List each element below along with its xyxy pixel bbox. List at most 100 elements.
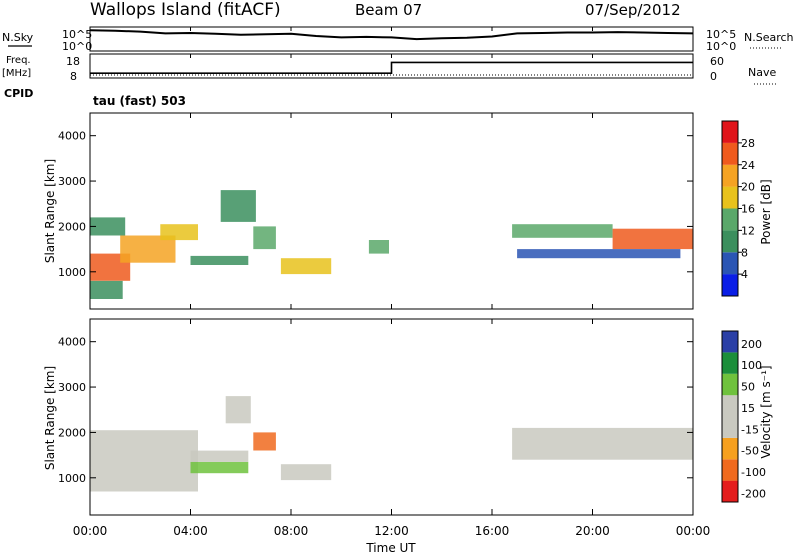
colorbar-tick-label: 50: [741, 381, 755, 394]
colorbar-tick-label: 4: [741, 268, 748, 281]
freq-series-line: [90, 61, 693, 74]
nave-label: Nave: [748, 66, 776, 79]
nsearch-label: N.Search: [744, 31, 794, 44]
beam-label: Beam 07: [355, 1, 422, 19]
y-tick-label: 2000: [58, 220, 86, 233]
x-tick-label: 04:00: [173, 524, 208, 538]
y-tick-label: 3000: [58, 175, 86, 188]
heatmap-region: [512, 224, 613, 238]
colorbar-segment: [722, 352, 738, 374]
power-colorbar-label: Power [dB]: [759, 179, 773, 244]
colorbar-tick-label: -100: [741, 466, 766, 479]
heatmap-region: [280, 464, 332, 481]
colorbar-segment: [722, 142, 738, 165]
y-tick-label: 4000: [58, 130, 86, 143]
x-tick-label: 00:00: [73, 524, 108, 538]
noise-series-line: [89, 29, 694, 41]
x-tick-label: 00:00: [676, 524, 711, 538]
colorbar-tick-label: 24: [741, 159, 755, 172]
heatmap-region: [368, 240, 389, 254]
velocity-colorbar: 200 100 50 15 -15 -50 -100 -200: [721, 330, 766, 503]
colorbar-segment: [722, 164, 738, 187]
freq-tick-low: 8: [70, 70, 77, 83]
cpid-label: CPID: [4, 87, 33, 100]
freq-tick-high: 18: [66, 55, 80, 68]
noise-tick-high-right: 10^5: [706, 28, 736, 41]
colorbar-tick-label: -50: [741, 445, 759, 458]
heatmap-region: [253, 432, 276, 451]
colorbar-segment: [722, 274, 738, 296]
velocity-heatmap-cells: [90, 396, 693, 492]
velocity-x-axis: 00:00 04:00 08:00 12:00 16:00 20:00 00:00: [73, 509, 711, 538]
date-label: 07/Sep/2012: [585, 1, 681, 19]
station-title: Wallops Island (fitACF): [90, 0, 281, 20]
colorbar-segment: [722, 437, 738, 460]
colorbar-tick-label: 8: [741, 246, 748, 259]
y-tick-label: 3000: [58, 381, 86, 394]
heatmap-region: [280, 258, 332, 275]
y-tick-label: 1000: [58, 472, 86, 485]
colorbar-frame: [721, 330, 739, 503]
x-axis-label: Time UT: [365, 541, 416, 554]
heatmap-region: [190, 461, 249, 474]
x-tick-label: 12:00: [374, 524, 409, 538]
heatmap-region: [612, 228, 693, 250]
heatmap-region: [225, 396, 251, 424]
x-tick-label: 16:00: [475, 524, 510, 538]
colorbar-tick-label: -15: [741, 423, 759, 436]
colorbar-segment: [722, 208, 738, 231]
heatmap-region: [253, 226, 276, 250]
heatmap-region: [90, 430, 198, 492]
noise-tick-high-left: 10^5: [62, 28, 92, 41]
colorbar-segment: [722, 395, 738, 417]
colorbar-segment: [722, 252, 738, 275]
power-y-axis: 1000 2000 3000 4000: [58, 130, 693, 279]
heatmap-region: [160, 224, 198, 241]
y-tick-label: 4000: [58, 336, 86, 349]
nave-tick-low: 0: [710, 70, 717, 83]
colorbar-segment: [722, 480, 738, 502]
noise-tick-low-left: 10^0: [62, 40, 92, 53]
power-panel-frame: [89, 112, 694, 310]
y-tick-label: 1000: [58, 266, 86, 279]
velocity-y-axis: 1000 2000 3000 4000: [58, 336, 693, 485]
colorbar-tick-label: 100: [741, 359, 762, 372]
heatmap-region: [220, 190, 256, 222]
velocity-colorbar-label: Velocity [m s⁻¹]: [759, 365, 773, 458]
power-heatmap-cells: [90, 190, 693, 299]
heatmap-region: [190, 255, 249, 265]
velocity-ylabel: Slant Range [km]: [43, 366, 57, 470]
heatmap-region: [512, 427, 693, 460]
y-tick-label: 2000: [58, 426, 86, 439]
heatmap-region: [517, 249, 681, 259]
colorbar-segment: [722, 373, 738, 396]
colorbar-segment: [722, 230, 738, 253]
colorbar-tick-label: 20: [741, 181, 755, 194]
freq-unit-label: [MHz]: [2, 68, 31, 79]
noise-tick-low-right: 10^0: [706, 40, 736, 53]
power-ylabel: Slant Range [km]: [43, 159, 57, 263]
heatmap-region: [190, 450, 249, 462]
time-tick-marks: [89, 27, 694, 324]
colorbar-tick-label: 16: [741, 203, 755, 216]
x-tick-label: 08:00: [274, 524, 309, 538]
nsky-label: N.Sky: [2, 31, 34, 44]
colorbar-segment: [722, 331, 738, 353]
power-colorbar: 4 8 12 16 20 24 28: [721, 120, 755, 297]
colorbar-tick-label: -200: [741, 487, 766, 500]
colorbar-tick-label: 28: [741, 137, 755, 150]
nave-tick-high: 60: [710, 55, 724, 68]
colorbar-segment: [722, 459, 738, 481]
colorbar-tick-label: 12: [741, 224, 755, 237]
colorbar-tick-label: 200: [741, 338, 762, 351]
colorbar-tick-label: 15: [741, 402, 755, 415]
x-tick-label: 20:00: [575, 524, 610, 538]
cpid-value: tau (fast) 503: [93, 94, 186, 108]
freq-label: Freq.: [6, 55, 31, 66]
heatmap-region: [90, 217, 126, 236]
colorbar-segment: [722, 121, 738, 143]
colorbar-segment: [722, 186, 738, 209]
heatmap-region: [90, 280, 123, 299]
colorbar-segment: [722, 416, 738, 438]
